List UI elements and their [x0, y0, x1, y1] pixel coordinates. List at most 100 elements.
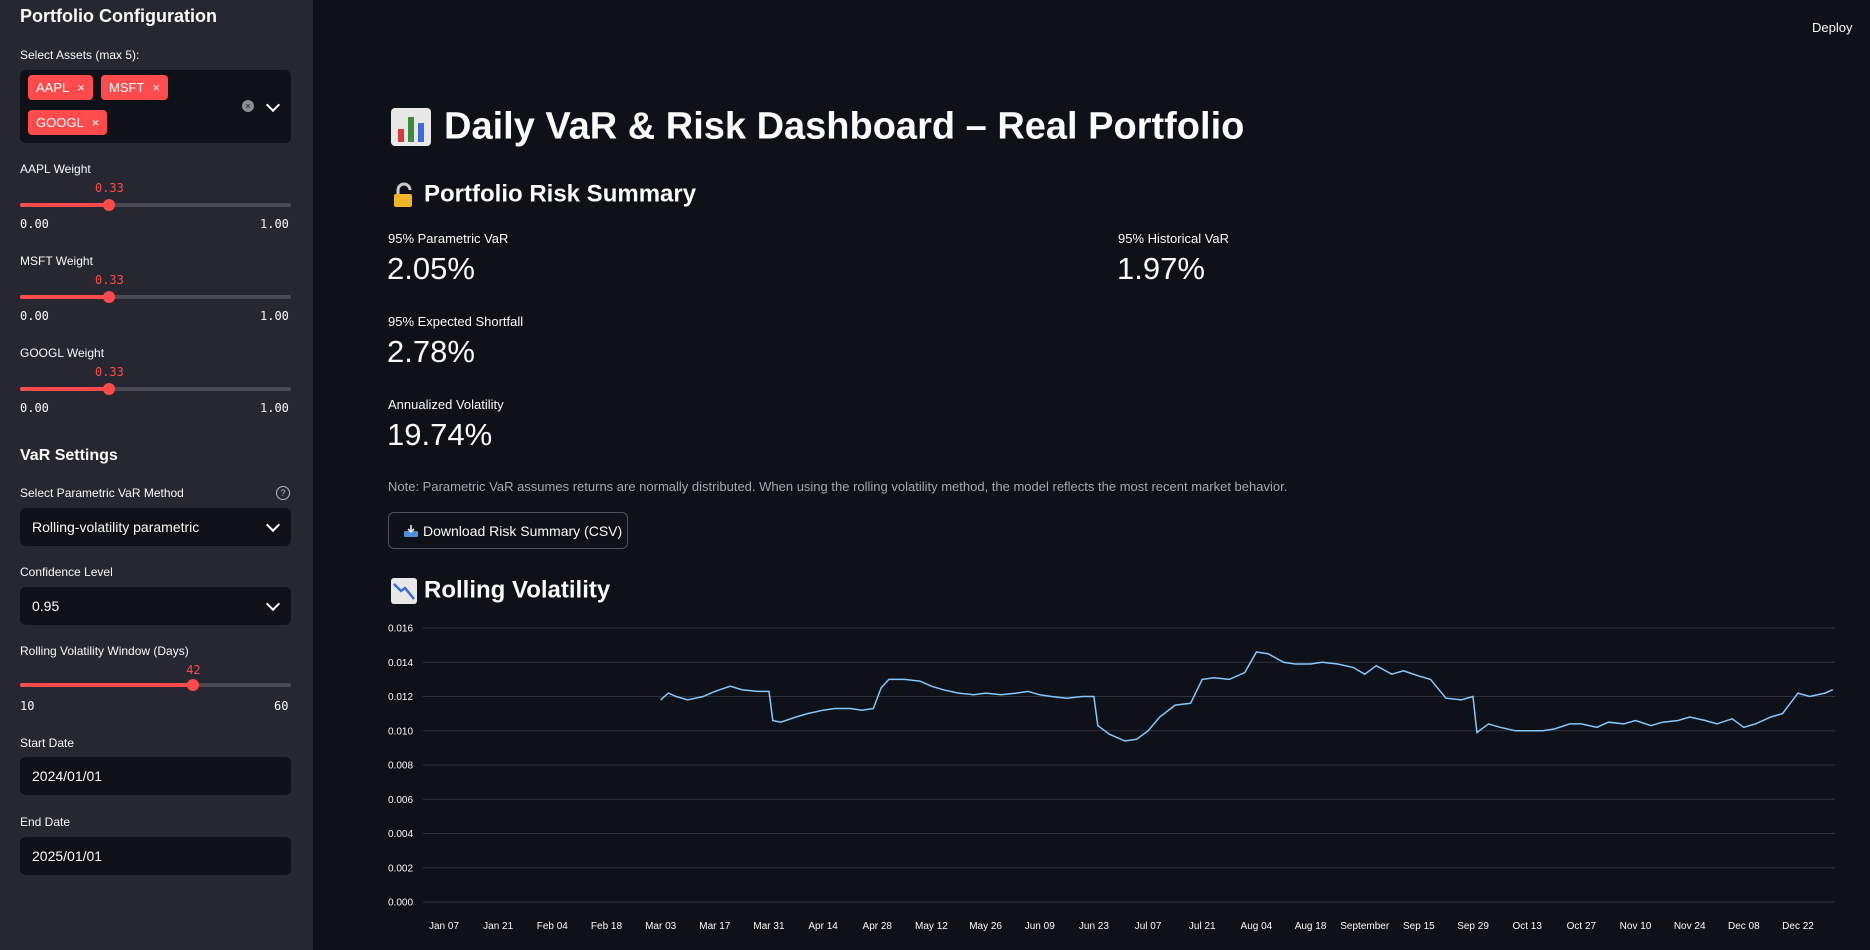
var-settings-heading: VaR Settings — [20, 447, 118, 464]
methodology-note: Note: Parametric VaR assumes returns are… — [388, 479, 1288, 494]
weight-slider-max: 1.00 — [260, 309, 289, 323]
x-tick-label: Jul 07 — [1135, 921, 1162, 932]
sidebar: Portfolio Configuration Select Assets (m… — [0, 0, 313, 950]
y-tick-label: 0.000 — [388, 898, 413, 909]
asset-tag-label: AAPL — [36, 80, 70, 95]
weight-slider[interactable] — [20, 199, 291, 211]
weight-slider-thumb[interactable] — [103, 291, 116, 303]
x-tick-label: Dec 22 — [1782, 921, 1814, 932]
y-tick-label: 0.014 — [388, 658, 413, 669]
annualized-vol-value: 19.74% — [387, 417, 493, 452]
download-csv-label: Download Risk Summary (CSV) — [423, 522, 623, 539]
assets-label: Select Assets (max 5): — [20, 48, 140, 62]
weight-slider[interactable] — [20, 383, 291, 395]
window-slider-value: 42 — [186, 663, 201, 677]
start-date-value: 2024/01/01 — [32, 768, 103, 784]
weight-slider-value: 0.33 — [94, 365, 124, 379]
y-tick-label: 0.012 — [388, 692, 413, 703]
weight-label: AAPL Weight — [20, 162, 91, 176]
parametric-var-label: 95% Parametric VaR — [388, 231, 509, 246]
chevron-down-icon[interactable] — [265, 97, 281, 113]
weight-slider-min: 0.00 — [20, 401, 49, 415]
asset-tag-msft: MSFT × — [101, 75, 168, 100]
weight-slider-fill — [20, 203, 110, 207]
confidence-select-value: 0.95 — [32, 598, 60, 614]
chevron-down-icon — [265, 596, 281, 612]
x-tick-label: Nov 10 — [1620, 921, 1652, 932]
x-tick-label: May 26 — [969, 921, 1002, 932]
window-slider-min: 10 — [20, 699, 35, 713]
y-tick-label: 0.010 — [388, 726, 413, 737]
weight-slider-fill — [20, 295, 110, 299]
x-tick-label: Jun 23 — [1079, 921, 1109, 932]
window-slider-thumb[interactable] — [187, 679, 200, 691]
y-tick-label: 0.004 — [388, 829, 413, 840]
x-tick-label: Dec 08 — [1728, 921, 1760, 932]
help-icon[interactable]: ? — [276, 486, 290, 500]
weight-label: GOOGL Weight — [20, 346, 105, 360]
assets-multiselect[interactable]: AAPL × MSFT × GOOGL × × — [20, 70, 291, 143]
x-tick-label: Sep 29 — [1457, 921, 1489, 932]
page-title-text: Daily VaR & Risk Dashboard – Real Portfo… — [444, 105, 1245, 148]
sidebar-title: Portfolio Configuration — [20, 6, 217, 26]
weight-slider-max: 1.00 — [260, 401, 289, 415]
x-tick-label: Sep 15 — [1403, 921, 1435, 932]
weight-label: MSFT Weight — [20, 254, 93, 268]
y-tick-label: 0.016 — [388, 624, 413, 635]
asset-tag-label: GOOGL — [36, 115, 84, 130]
bar-chart-icon — [391, 107, 431, 146]
volatility-series-line — [660, 651, 1834, 742]
download-csv-button[interactable]: Download Risk Summary (CSV) — [388, 512, 628, 549]
x-tick-label: Jun 09 — [1025, 921, 1055, 932]
method-select[interactable]: Rolling-volatility parametric — [20, 508, 291, 546]
end-date-value: 2025/01/01 — [32, 848, 103, 864]
weight-slider-thumb[interactable] — [103, 199, 116, 211]
y-tick-label: 0.002 — [388, 863, 413, 874]
parametric-var-value: 2.05% — [387, 251, 475, 286]
x-tick-label: Oct 27 — [1567, 921, 1597, 932]
expected-shortfall-label: 95% Expected Shortfall — [388, 314, 524, 329]
x-tick-label: Aug 18 — [1295, 921, 1327, 932]
x-tick-label: Mar 31 — [753, 921, 785, 932]
weight-slider-fill — [20, 387, 110, 391]
historical-var-label: 95% Historical VaR — [1118, 231, 1230, 246]
x-tick-label: Apr 28 — [863, 921, 893, 932]
start-date-input[interactable]: 2024/01/01 — [20, 757, 291, 795]
weight-slider-min: 0.00 — [20, 309, 49, 323]
method-label: Select Parametric VaR Method — [20, 486, 184, 500]
x-tick-label: Apr 14 — [808, 921, 838, 932]
volatility-heading: Rolling Volatility — [390, 576, 610, 605]
chart-decreasing-icon — [391, 577, 417, 604]
weight-slider-thumb[interactable] — [103, 383, 116, 395]
window-slider-max: 60 — [274, 699, 289, 713]
weight-slider-min: 0.00 — [20, 217, 49, 231]
confidence-label: Confidence Level — [20, 565, 113, 579]
window-slider[interactable] — [20, 679, 291, 691]
volatility-heading-text: Rolling Volatility — [424, 576, 611, 604]
window-slider-fill — [20, 683, 194, 687]
x-tick-label: Feb 18 — [591, 921, 623, 932]
asset-tag-label: MSFT — [109, 80, 145, 95]
method-select-value: Rolling-volatility parametric — [32, 519, 200, 535]
close-icon[interactable]: × — [152, 80, 160, 95]
lock-icon — [394, 182, 412, 207]
weight-slider[interactable] — [20, 291, 291, 303]
inbox-tray-icon — [404, 525, 418, 538]
end-date-input[interactable]: 2025/01/01 — [20, 837, 291, 875]
asset-tag-googl: GOOGL × — [28, 110, 108, 135]
x-tick-label: Feb 04 — [537, 921, 569, 932]
end-date-label: End Date — [20, 815, 71, 829]
x-tick-label: Mar 03 — [645, 921, 677, 932]
page-title: Daily VaR & Risk Dashboard – Real Portfo… — [390, 104, 1244, 148]
confidence-select[interactable]: 0.95 — [20, 587, 291, 625]
close-icon[interactable]: × — [77, 80, 85, 95]
close-icon[interactable]: × — [91, 115, 100, 130]
weight-slider-value: 0.33 — [94, 181, 124, 195]
x-tick-label: Nov 24 — [1674, 921, 1706, 932]
x-tick-label: Aug 04 — [1241, 921, 1273, 932]
deploy-button[interactable]: Deploy — [1812, 20, 1853, 35]
x-tick-label: Jan 07 — [429, 921, 459, 932]
chevron-down-icon — [265, 517, 281, 533]
clear-all-icon[interactable]: × — [242, 100, 254, 112]
summary-heading: Portfolio Risk Summary — [390, 180, 696, 209]
